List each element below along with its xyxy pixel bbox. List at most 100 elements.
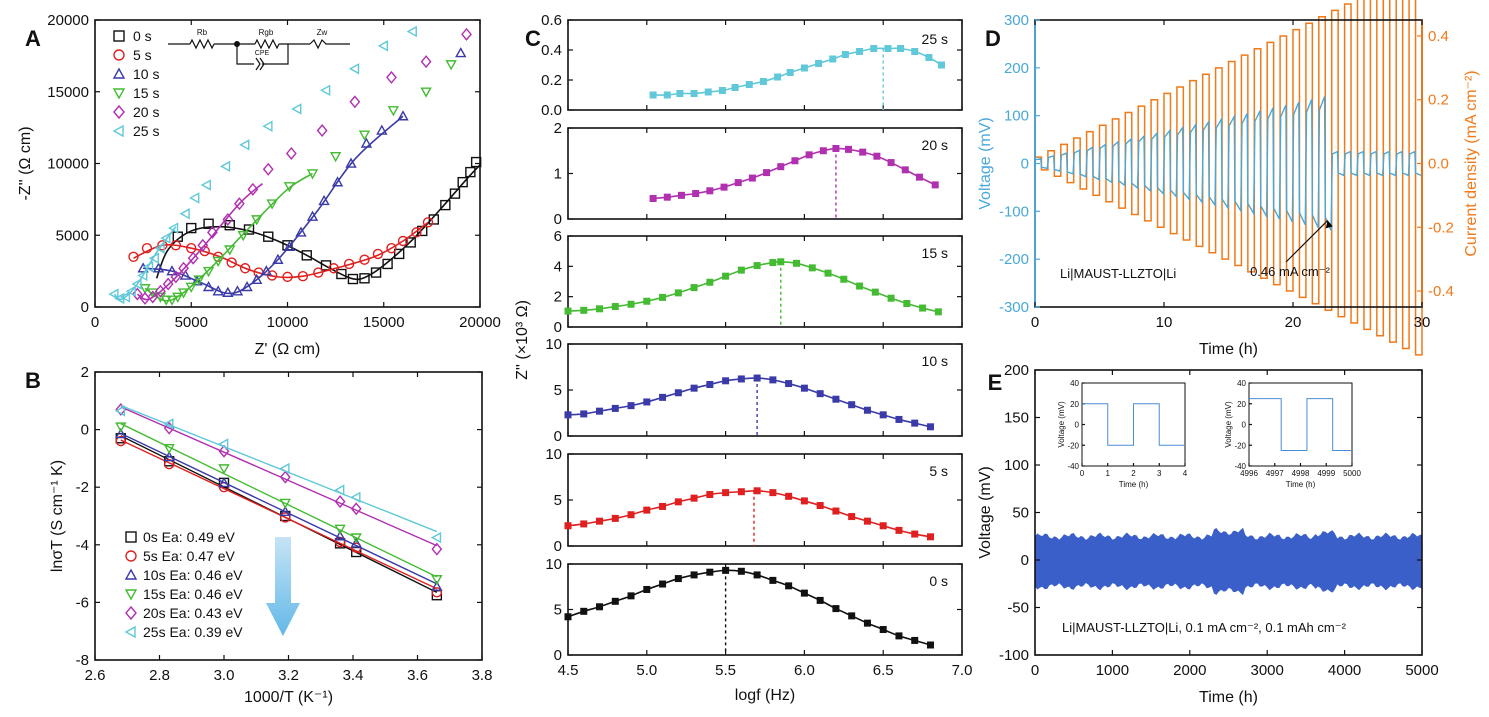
panel-a-point: [387, 106, 400, 117]
panel-b-legend-label: 15s Ea: 0.46 eV: [143, 586, 243, 602]
panel-c-point: [649, 91, 657, 99]
panel-c-point: [934, 308, 942, 316]
panel-c-label-0: 25 s: [922, 31, 948, 47]
panel-c-point: [580, 306, 588, 314]
panel-d-yr-tick-label: 0.2: [1428, 92, 1449, 109]
panel-c-y-4-tick-label: 5: [554, 492, 562, 509]
panel-c-point: [911, 419, 919, 427]
panel-c-y-3-tick-label: 10: [545, 336, 562, 353]
panel-c-point: [769, 376, 777, 384]
panel-b-x-tick-label: 3.2: [278, 667, 299, 684]
panel-b-y-tick-label: -2: [76, 479, 89, 496]
panel-c-point: [848, 513, 856, 521]
panel-c-point: [659, 293, 667, 301]
panel-a-point: [461, 27, 472, 41]
panel-c-point: [832, 395, 840, 403]
panel-c-point: [580, 410, 588, 418]
panel-e-inset-trace-0: [1082, 403, 1185, 446]
panel-e-inset-ytick-label: -40: [1234, 462, 1246, 471]
panel-a-point: [185, 282, 197, 293]
panel-a-point: [291, 103, 302, 115]
panel-c-point: [840, 275, 848, 283]
panel-a-y-tick-label: 20000: [47, 12, 89, 29]
panel-c-point: [706, 568, 714, 576]
panel-c-point: [887, 294, 895, 302]
panel-b-legend-label: 20s Ea: 0.43 eV: [143, 605, 243, 621]
panel-a-point: [191, 275, 203, 286]
equivalent-circuit-diagram: Rb Rgb Zw CPE: [168, 28, 350, 71]
panel-c-point: [706, 380, 714, 388]
panel-b-point: [431, 575, 443, 586]
panel-c-line-5: [567, 569, 931, 646]
panel-c-point: [832, 507, 840, 515]
panel-d-yl-tick-label: -200: [999, 251, 1029, 268]
panel-c-point: [800, 589, 808, 597]
panel-c-point: [887, 159, 895, 167]
panel-c-point: [873, 152, 881, 160]
panel-a-point: [262, 120, 273, 132]
circuit-warburg-zw: [309, 38, 350, 50]
panel-c-point: [870, 45, 878, 52]
panel-c-point: [832, 605, 840, 613]
panel-c-point: [564, 522, 572, 530]
panel-c-point: [863, 517, 871, 525]
panel-c-point: [737, 567, 745, 575]
panel-e-inset-ytick-label: 40: [1237, 379, 1246, 388]
panel-b-point: [163, 444, 175, 455]
panel-b-legend-label: 0s Ea: 0.49 eV: [143, 529, 236, 545]
panel-b-point: [334, 524, 346, 535]
panel-e-y-tick-label: 50: [1012, 505, 1029, 522]
panel-b-legend-marker: [124, 625, 136, 639]
panel-d-cell-label: Li|MAUST-LLZTO|Li: [1060, 266, 1176, 281]
panel-b-fit-line-2: [120, 432, 438, 585]
panel-b-point: [279, 505, 291, 516]
panel-a-point: [233, 197, 245, 211]
trend-arrow-icon: [266, 537, 300, 636]
panel-c-point: [580, 520, 588, 528]
panel-c-point: [627, 402, 635, 410]
panel-a-point: [372, 248, 384, 260]
panel-c-point: [663, 193, 671, 201]
panel-c-frame-0: [567, 19, 963, 111]
circuit-label-cpe: CPE: [255, 50, 270, 57]
panel-a-legend-marker: [112, 67, 126, 79]
panel-a-y-tick-label: 15000: [47, 84, 89, 101]
panel-c-point: [690, 571, 698, 579]
panel-c-point: [722, 489, 730, 497]
panel-b-point: [115, 427, 127, 439]
panel-c-y-2-tick-label: 4: [554, 258, 562, 275]
panel-c-point: [884, 45, 892, 52]
panel-a-point: [411, 227, 422, 238]
panel-a-point: [128, 251, 139, 262]
panel-a-x-tick-label: 0: [91, 314, 99, 331]
panel-c-point: [659, 393, 667, 401]
panel-a-point: [224, 245, 236, 256]
panel-d-yl-tick-label: 300: [1004, 12, 1029, 29]
panel-a-point: [440, 199, 451, 211]
panel-a-x-tick-label: 20000: [459, 314, 501, 331]
panel-a-legend-label: 0 s: [133, 28, 152, 44]
panel-c-point: [706, 490, 714, 498]
panel-c-point: [777, 163, 785, 171]
panel-c-point: [800, 497, 808, 505]
panel-c-y-5-tick-label: 0: [554, 647, 562, 664]
panel-a-point: [172, 292, 184, 303]
panel-a-point: [166, 295, 178, 306]
panel-a-point: [147, 290, 159, 304]
panel-e-inset-ytick-label: 20: [1237, 400, 1246, 409]
panel-c-point: [915, 173, 923, 181]
panel-c-point: [871, 288, 879, 296]
panel-b-point: [431, 580, 443, 591]
panel-c-frame-4: [567, 453, 963, 547]
panel-label-D: D: [985, 26, 1001, 51]
circuit-label-rb: Rb: [197, 28, 208, 37]
panel-e-x-tick-label: 5000: [1405, 662, 1438, 679]
panel-b-legend-marker: [124, 568, 138, 580]
panel-a-point: [283, 182, 296, 193]
panel-a-legend-label: 20 s: [133, 104, 159, 120]
circuit-label-zw: Zw: [317, 28, 328, 37]
panel-e-inset-xlabel: Time (h): [1119, 480, 1149, 489]
panel-c-point: [829, 55, 837, 63]
panel-b-x-tick-label: 3.8: [472, 667, 493, 684]
panel-a-point: [370, 267, 382, 278]
